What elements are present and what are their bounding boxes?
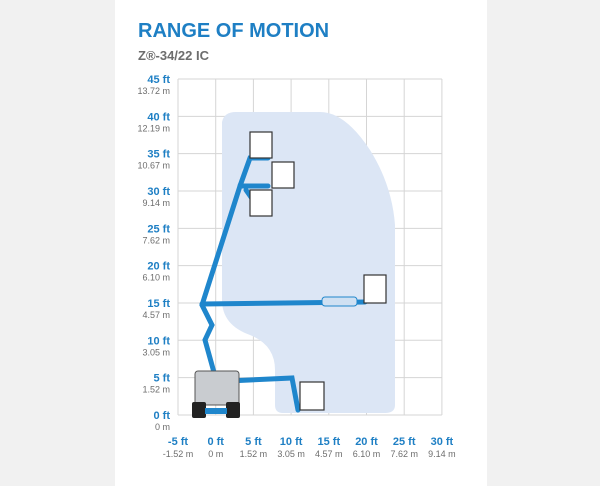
- x-tick-label: -5 ft: [168, 436, 189, 448]
- y-tick-label: 0 ft: [154, 410, 171, 422]
- x-tick-label: 10 ft: [280, 436, 303, 448]
- base: [205, 408, 227, 414]
- basket: [249, 131, 273, 159]
- x-tick-metric: 0 m: [208, 449, 223, 459]
- x-tick-metric: 3.05 m: [277, 449, 305, 459]
- x-tick-metric: 6.10 m: [353, 449, 381, 459]
- y-tick-metric: 1.52 m: [142, 385, 170, 395]
- basket: [249, 189, 273, 217]
- basket: [299, 381, 325, 411]
- x-tick-metric: -1.52 m: [163, 449, 194, 459]
- y-tick-metric: 4.57 m: [142, 310, 170, 320]
- y-tick-label: 20 ft: [147, 261, 170, 273]
- subtitle: Z®-34/22 IC: [138, 48, 210, 63]
- y-tick-metric: 7.62 m: [142, 235, 170, 245]
- y-tick-label: 25 ft: [147, 223, 170, 235]
- y-tick-metric: 3.05 m: [142, 347, 170, 357]
- wheel: [226, 402, 240, 418]
- y-tick-label: 10 ft: [147, 335, 170, 347]
- x-tick-metric: 9.14 m: [428, 449, 456, 459]
- x-tick-label: 0 ft: [207, 436, 224, 448]
- jib: [321, 296, 358, 307]
- y-tick-label: 15 ft: [147, 298, 170, 310]
- x-tick-metric: 1.52 m: [240, 449, 268, 459]
- x-tick-metric: 4.57 m: [315, 449, 343, 459]
- x-tick-label: 15 ft: [317, 436, 340, 448]
- y-tick-metric: 0 m: [155, 422, 170, 432]
- y-tick-metric: 13.72 m: [137, 86, 170, 96]
- chassis: [194, 370, 240, 406]
- x-tick-label: 5 ft: [245, 436, 262, 448]
- x-tick-label: 30 ft: [431, 436, 454, 448]
- y-tick-label: 40 ft: [147, 111, 170, 123]
- basket: [271, 161, 295, 189]
- basket: [363, 274, 387, 304]
- y-tick-metric: 9.14 m: [142, 198, 170, 208]
- title: RANGE OF MOTION: [138, 20, 329, 42]
- y-tick-label: 30 ft: [147, 186, 170, 198]
- x-tick-label: 20 ft: [355, 436, 378, 448]
- machine: [192, 131, 387, 418]
- y-tick-metric: 10.67 m: [137, 161, 170, 171]
- y-tick-metric: 12.19 m: [137, 123, 170, 133]
- y-tick-label: 5 ft: [154, 373, 171, 385]
- y-tick-label: 45 ft: [147, 74, 170, 86]
- y-tick-metric: 6.10 m: [142, 273, 170, 283]
- y-tick-label: 35 ft: [147, 149, 170, 161]
- x-tick-metric: 7.62 m: [390, 449, 418, 459]
- wheel: [192, 402, 206, 418]
- x-tick-label: 25 ft: [393, 436, 416, 448]
